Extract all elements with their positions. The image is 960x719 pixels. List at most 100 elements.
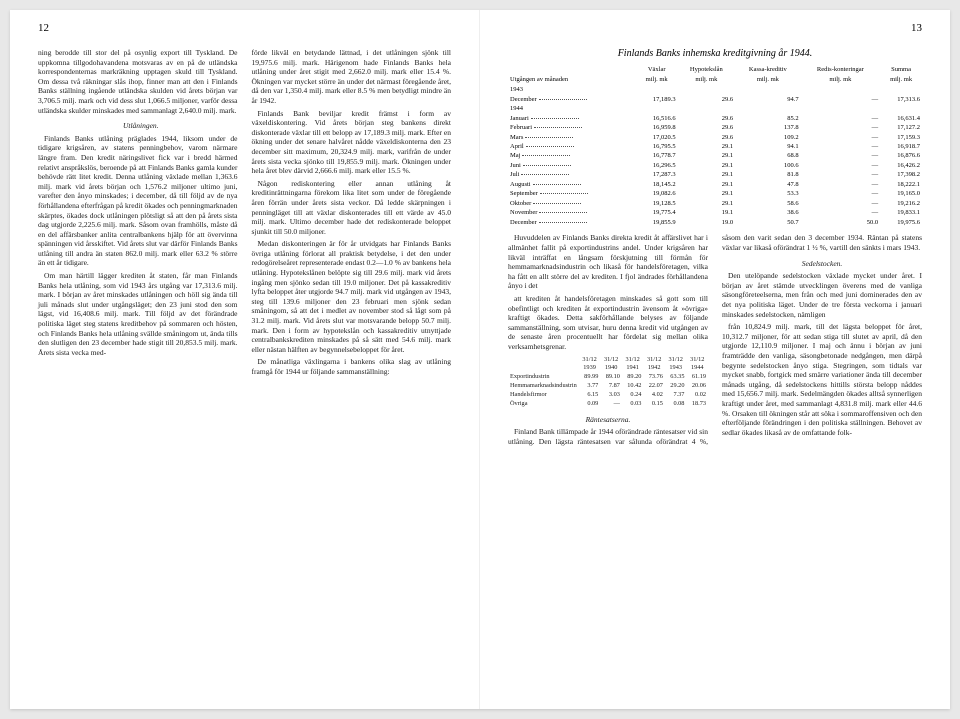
cell: —	[801, 152, 881, 161]
credit-table: Utgången av månaden Växlar Hypotekslån K…	[508, 65, 922, 227]
col-header: Kassa-kreditiv	[735, 65, 800, 75]
col-header: Redis-konteringar	[801, 65, 881, 75]
cell: 18,145.2	[636, 180, 678, 189]
cell: 16,631.4	[880, 114, 922, 123]
cell: —	[801, 143, 881, 152]
cell: 19,775.4	[636, 209, 678, 218]
cell: 19,975.6	[880, 218, 922, 227]
cell: 29.6	[678, 133, 736, 142]
unit: milj. mk	[735, 75, 800, 85]
month-label: Maj	[508, 152, 636, 161]
cell: 29.6	[678, 124, 736, 133]
cell: 29.1	[678, 180, 736, 189]
cell: 29.1	[678, 143, 736, 152]
cell: 16,516.6	[636, 114, 678, 123]
table-row: Augusti18,145.229.147.8—18,222.1	[508, 180, 922, 189]
cell: 0.09	[579, 400, 601, 409]
cell: —	[801, 133, 881, 142]
cell: 73.76	[643, 373, 665, 382]
cell: 7.87	[600, 382, 622, 391]
cell: 53.3	[735, 190, 800, 199]
col-header: 31/12 1939	[579, 355, 601, 373]
cell: —	[801, 180, 881, 189]
cell: —	[801, 114, 881, 123]
col-header: Utgången av månaden	[508, 65, 636, 86]
month-label: December	[508, 95, 636, 104]
cell: 16,918.7	[880, 143, 922, 152]
cell: —	[801, 95, 881, 104]
cell: 89.99	[579, 373, 601, 382]
table-row: Hemmamarknadsindustrin3.777.8710.4222.07…	[508, 382, 708, 391]
cell: 4.02	[643, 391, 665, 400]
unit: milj. mk	[678, 75, 736, 85]
row-label: Hemmamarknadsindustrin	[508, 382, 579, 391]
month-label: Januari	[508, 114, 636, 123]
cell: 61.19	[686, 373, 708, 382]
page-left: 12 ning berodde till stor del på osynlig…	[10, 10, 480, 709]
month-label: December	[508, 218, 636, 227]
cell: 29.1	[678, 199, 736, 208]
cell: 19,216.2	[880, 199, 922, 208]
cell: —	[801, 190, 881, 199]
table-row: Exportindustrin89.9989.1089.2073.7663.35…	[508, 373, 708, 382]
cell: 38.6	[735, 209, 800, 218]
cell: 0.08	[665, 400, 687, 409]
cell: 100.6	[735, 161, 800, 170]
cell: 137.8	[735, 124, 800, 133]
table-row: December19,855.919.050.750.019,975.6	[508, 218, 922, 227]
cell: 18,222.1	[880, 180, 922, 189]
row-label: Handelsfirmor	[508, 391, 579, 400]
col-header: 31/12 1940	[600, 355, 622, 373]
cell: 81.8	[735, 171, 800, 180]
cell: 19,833.1	[880, 209, 922, 218]
table-row: Övriga0.09—0.030.150.0818.73	[508, 400, 708, 409]
right-lower-columns: Huvuddelen av Finlands Banks direkta kre…	[508, 233, 922, 446]
table-row: Juni16,296.529.1100.6—16,426.2	[508, 161, 922, 170]
cell: 17,313.6	[880, 95, 922, 104]
cell: 17,189.3	[636, 95, 678, 104]
cell: —	[801, 209, 881, 218]
year-label: 1943	[508, 86, 922, 95]
page-number-left: 12	[38, 22, 49, 34]
section-heading: Sedelstocken.	[722, 259, 922, 269]
paragraph: Finlands Bank beviljar kredit främst i f…	[252, 109, 452, 176]
cell: 94.1	[735, 143, 800, 152]
cell: 29.1	[678, 190, 736, 199]
col-header: Växlar	[636, 65, 678, 75]
table-row: Maj16,778.729.168.8—16,876.6	[508, 152, 922, 161]
cell: 109.2	[735, 133, 800, 142]
page-right: 13 Finlands Banks inhemska kreditgivning…	[480, 10, 950, 709]
cell: 3.03	[600, 391, 622, 400]
cell: 18.73	[686, 400, 708, 409]
table-row: April16,795.529.194.1—16,918.7	[508, 143, 922, 152]
table-title: Finlands Banks inhemska kreditgivning år…	[508, 48, 922, 59]
cell: 0.02	[686, 391, 708, 400]
cell: 89.10	[600, 373, 622, 382]
cell: 20.06	[686, 382, 708, 391]
cell: 94.7	[735, 95, 800, 104]
month-label: Augusti	[508, 180, 636, 189]
cell: 3.77	[579, 382, 601, 391]
table-row: December17,189.329.694.7—17,313.6	[508, 95, 922, 104]
cell: 17,398.2	[880, 171, 922, 180]
table-row: Handelsfirmor6.153.030.244.027.370.02	[508, 391, 708, 400]
col-header: 31/12 1942	[643, 355, 665, 373]
cell: —	[801, 199, 881, 208]
cell: 22.07	[643, 382, 665, 391]
percent-table: 31/12 1939 31/12 1940 31/12 1941 31/12 1…	[508, 355, 708, 409]
table-row: Oktober19,128.529.158.6—19,216.2	[508, 199, 922, 208]
cell: —	[801, 124, 881, 133]
left-page-columns: ning berodde till stor del på osynlig ex…	[38, 48, 451, 377]
cell: 50.0	[801, 218, 881, 227]
paragraph: Huvuddelen av Finlands Banks direkta kre…	[508, 233, 708, 291]
cell: 29.1	[678, 161, 736, 170]
section-heading: Utlåningen.	[38, 121, 238, 131]
table-row: September19,082.629.153.3—19,165.0	[508, 190, 922, 199]
paragraph: Om man härtill lägger krediten åt staten…	[38, 271, 238, 357]
cell: 63.35	[665, 373, 687, 382]
table-row: Januari16,516.629.685.2—16,631.4	[508, 114, 922, 123]
unit: milj. mk	[801, 75, 881, 85]
month-label: Mars	[508, 133, 636, 142]
month-label: November	[508, 209, 636, 218]
unit: milj. mk	[880, 75, 922, 85]
